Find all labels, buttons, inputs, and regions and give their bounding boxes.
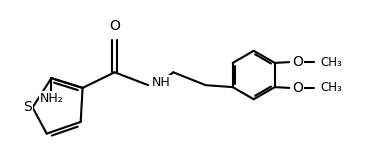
Text: CH₃: CH₃	[320, 56, 342, 69]
Text: S: S	[23, 100, 32, 114]
Text: CH₃: CH₃	[320, 81, 342, 94]
Text: O: O	[109, 19, 120, 33]
Text: O: O	[293, 81, 304, 95]
Text: NH: NH	[152, 76, 171, 89]
Text: O: O	[293, 55, 304, 69]
Text: NH₂: NH₂	[40, 92, 63, 105]
